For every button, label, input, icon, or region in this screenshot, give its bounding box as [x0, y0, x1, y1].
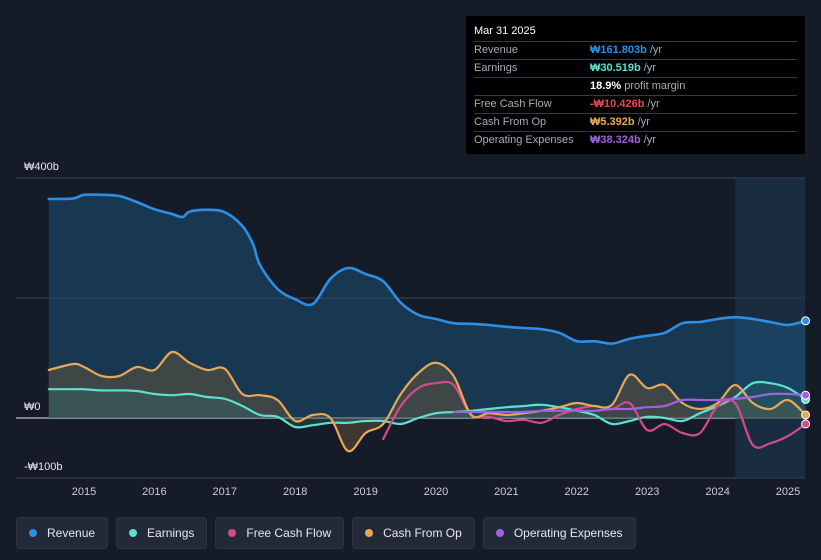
x-tick-label: 2019 [353, 486, 377, 498]
x-tick-label: 2021 [494, 486, 518, 498]
x-tick-label: 2018 [283, 486, 307, 498]
legend-item-earnings[interactable]: Earnings [116, 517, 208, 549]
x-tick-label: 2025 [776, 486, 800, 498]
x-tick-label: 2023 [635, 486, 659, 498]
end-dot-cash-from-op [801, 410, 811, 420]
chart-legend: Revenue Earnings Free Cash Flow Cash Fro… [16, 517, 636, 549]
legend-dot-icon [495, 529, 504, 537]
end-dot-revenue [801, 316, 811, 326]
legend-dot-icon [129, 529, 138, 537]
line-earnings [47, 380, 807, 429]
legend-item-operating-expenses[interactable]: Operating Expenses [482, 517, 636, 549]
tooltip-value: ₩30.519b [590, 62, 641, 74]
tooltip-unit: /yr [643, 62, 656, 74]
legend-dot-icon [228, 529, 237, 537]
financial-chart: ₩400b₩0-₩100b 2015 2016 2017 2018 2019 2020 20… [16, 161, 811, 498]
chart-grid [16, 177, 805, 479]
y-tick-label: ₩0 [24, 401, 41, 413]
tooltip-unit: /yr [643, 134, 656, 146]
end-dot-operating-expenses [801, 390, 811, 400]
tooltip-date: Mar 31 2025 [474, 24, 797, 42]
legend-dot-icon [365, 529, 374, 537]
legend-label: Operating Expenses [513, 526, 623, 540]
tooltip-value: 18.9% [590, 80, 622, 92]
area-revenue [48, 194, 806, 418]
tooltip-label: Earnings [474, 62, 518, 74]
tooltip-value: ₩161.803b [590, 44, 647, 56]
tooltip-unit: /yr [647, 98, 660, 110]
y-tick-label: ₩400b [24, 161, 59, 173]
y-axis-labels: ₩400b ₩0 -₩100b [24, 161, 63, 473]
line-cash-from-op [47, 350, 807, 453]
tooltip-label [474, 78, 590, 95]
tooltip-label: Revenue [474, 44, 519, 56]
x-tick-label: 2022 [565, 486, 589, 498]
tooltip-row-cash-from-op: Cash From Op ₩5.392b /yr [474, 114, 797, 132]
tooltip-row-revenue: Revenue ₩161.803b /yr [474, 42, 797, 60]
tooltip-unit: profit margin [624, 80, 686, 92]
y-tick-label: -₩100b [24, 461, 63, 473]
area-earnings [48, 381, 806, 428]
end-dot-free-cash-flow [801, 419, 811, 429]
series-areas [48, 194, 806, 452]
forecast-band [735, 178, 805, 478]
series-lines [47, 193, 807, 453]
legend-dot-icon [29, 529, 37, 537]
x-tick-label: 2020 [424, 486, 448, 498]
x-axis-labels: 2015 2016 2017 2018 2019 2020 2021 2022 2023 2024… [72, 486, 800, 498]
tooltip-row-operating-expenses: Operating Expenses ₩38.324b /yr [474, 132, 797, 149]
x-tick-label: 2016 [142, 486, 166, 498]
x-tick-label: 2024 [705, 486, 729, 498]
legend-label: Earnings [147, 526, 195, 540]
tooltip-unit: /yr [637, 116, 650, 128]
tooltip-unit: /yr [649, 44, 663, 56]
legend-label: Cash From Op [383, 526, 462, 540]
tooltip-label: Cash From Op [474, 116, 547, 128]
legend-label: Free Cash Flow [246, 526, 332, 540]
series-end-dots [801, 316, 811, 429]
x-tick-label: 2017 [213, 486, 237, 498]
tooltip-panel: Mar 31 2025 Revenue ₩161.803b /yr Earnin… [466, 16, 805, 154]
area-cash-from-op [48, 351, 806, 452]
tooltip-value: -₩10.426b [590, 98, 645, 110]
legend-label: Revenue [47, 526, 96, 540]
legend-item-cash-from-op[interactable]: Cash From Op [352, 517, 475, 549]
tooltip-row-profit-margin: 18.9% profit margin [474, 78, 797, 96]
line-operating-expenses [452, 392, 807, 414]
legend-item-revenue[interactable]: Revenue [16, 517, 109, 549]
tooltip-row-earnings: Earnings ₩30.519b /yr [474, 60, 797, 78]
line-revenue [47, 193, 807, 345]
tooltip-row-free-cash-flow: Free Cash Flow -₩10.426b /yr [474, 96, 797, 114]
tooltip-label: Free Cash Flow [474, 98, 552, 110]
x-tick-label: 2015 [72, 486, 96, 498]
tooltip-value: ₩38.324b [590, 134, 641, 146]
tooltip-value: ₩5.392b [590, 116, 635, 128]
legend-item-free-cash-flow[interactable]: Free Cash Flow [215, 517, 345, 549]
tooltip-label: Operating Expenses [474, 134, 574, 146]
